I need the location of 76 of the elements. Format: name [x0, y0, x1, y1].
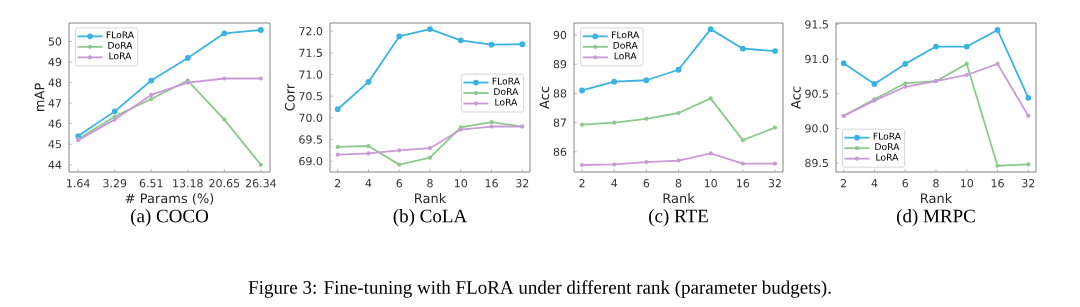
y-tick-label: 72.0 [299, 27, 323, 36]
x-tick-label: 8 [675, 179, 682, 188]
y-tick-label: 91.5 [805, 20, 828, 29]
x-tick-label: 6 [396, 179, 403, 188]
x-tick-label: 32 [1022, 179, 1035, 188]
y-tick-label: 88 [553, 89, 567, 98]
x-axis-title: Rank [663, 193, 695, 204]
y-tick-label: 45 [48, 140, 61, 149]
legend-label: FLoRA [612, 31, 640, 39]
legend-label: DoRA [875, 143, 900, 151]
x-axis-title: Rank [415, 193, 447, 204]
legend-label: DoRA [494, 88, 519, 96]
legend-label: DoRA [613, 41, 638, 49]
y-tick-label: 69.0 [299, 156, 323, 166]
legend-label: FLoRA [492, 77, 520, 85]
y-tick-label: 44 [48, 160, 62, 169]
x-tick-label: 4 [871, 179, 878, 188]
y-tick-label: 69.5 [299, 135, 322, 144]
x-tick-label: 10 [455, 179, 468, 188]
y-axis-title: mAP [34, 83, 45, 112]
x-tick-label: 16 [737, 179, 750, 188]
x-tick-label: 20.65 [209, 179, 240, 188]
x-axis-title: # Params (%) [125, 193, 214, 205]
y-tick-label: 50 [48, 37, 62, 46]
y-tick-label: 46 [48, 119, 62, 128]
x-tick-label: 2 [841, 179, 847, 188]
y-tick-label: 91.0 [805, 54, 829, 64]
y-tick-label: 49 [48, 57, 62, 67]
x-tick-label: 32 [768, 179, 781, 188]
text: (b) CoLA [393, 209, 468, 227]
x-tick-label: 26.34 [245, 179, 277, 188]
x-tick-label: 6 [902, 179, 909, 188]
y-tick-label: 90.0 [805, 124, 829, 133]
y-tick-label: 89 [553, 60, 567, 69]
x-tick-label: 10 [960, 179, 974, 188]
x-tick-label: 13.18 [173, 179, 203, 188]
y-tick-label: 86 [553, 147, 567, 156]
caption: Figure 3: Fine-tuning with FLoRA under different rank (parameter budgets). [248, 280, 831, 298]
x-tick-label: 2 [335, 179, 341, 188]
y-tick-label: 87 [553, 118, 566, 127]
x-tick-label: 8 [427, 179, 433, 188]
y-axis-title: Acc [791, 86, 801, 109]
legend-label: FLoRA [106, 31, 134, 39]
x-tick-label: 16 [991, 179, 1004, 188]
y-tick-label: 71.5 [299, 48, 322, 57]
text: (a) COCO [131, 209, 209, 227]
x-axis-title: Rank [921, 193, 953, 204]
y-tick-label: 70.5 [299, 92, 322, 101]
legend-label: FLoRA [873, 132, 901, 140]
y-tick-label: 71.0 [299, 70, 323, 79]
x-tick-label: 1.64 [67, 179, 90, 188]
y-tick-label: 70.0 [299, 113, 323, 123]
x-tick-label: 8 [933, 179, 939, 188]
y-tick-label: 90 [553, 30, 567, 40]
x-tick-label: 4 [611, 179, 618, 188]
y-tick-label: 47 [48, 99, 61, 108]
x-tick-label: 32 [516, 179, 529, 188]
y-tick-label: 90.5 [805, 89, 828, 98]
y-axis-title: Corr [284, 83, 295, 111]
x-tick-label: 10 [704, 179, 717, 188]
x-tick-label: 3.29 [103, 179, 127, 188]
legend-label: LoRA [876, 153, 899, 161]
x-tick-label: 4 [365, 179, 372, 188]
legend-label: LoRA [614, 52, 637, 60]
text: (c) RTE [649, 209, 708, 227]
y-axis-title: Acc [539, 86, 550, 109]
text: (d) MRPC [896, 209, 975, 227]
legend-label: LoRA [495, 98, 518, 106]
legend-label: LoRA [109, 52, 132, 60]
x-tick-label: 6 [643, 179, 650, 188]
x-tick-label: 6.51 [139, 179, 163, 188]
y-tick-label: 89.5 [805, 158, 828, 168]
x-tick-label: 2 [579, 179, 585, 188]
legend-label: DoRA [108, 41, 133, 49]
y-tick-label: 48 [48, 78, 62, 87]
x-tick-label: 16 [485, 179, 498, 188]
